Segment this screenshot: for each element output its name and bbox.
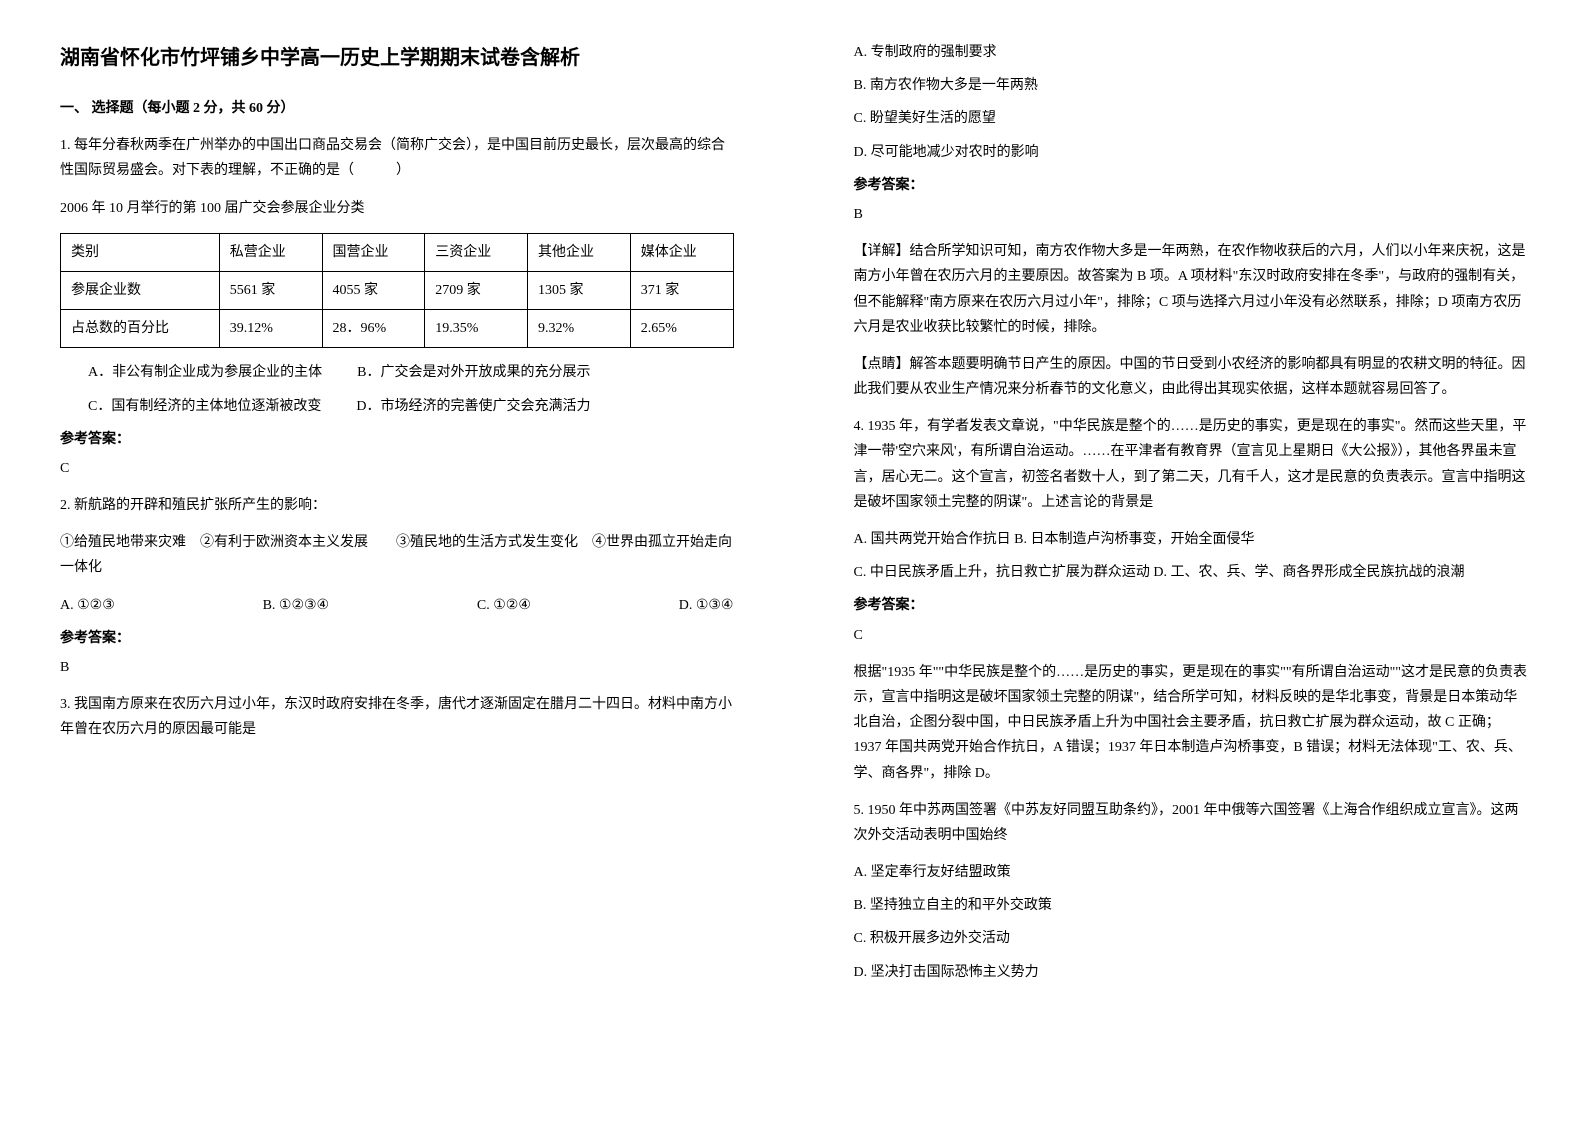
- q5-opt-a: A. 坚定奉行友好结盟政策: [854, 860, 1528, 885]
- table-cell: 三资企业: [425, 233, 528, 271]
- table-cell: 参展企业数: [61, 271, 220, 309]
- q1-answer-label: 参考答案：: [60, 427, 734, 452]
- q4-answer: C: [854, 623, 1528, 648]
- q1-opt-c: C．国有制经济的主体地位逐渐被改变: [88, 399, 321, 414]
- table-row: 占总数的百分比 39.12% 28．96% 19.35% 9.32% 2.65%: [61, 310, 734, 348]
- q2-items: ①给殖民地带来灾难 ②有利于欧洲资本主义发展 ③殖民地的生活方式发生变化 ④世界…: [60, 530, 734, 580]
- table-cell: 2709 家: [425, 271, 528, 309]
- table-row: 参展企业数 5561 家 4055 家 2709 家 1305 家 371 家: [61, 271, 734, 309]
- right-column: A. 专制政府的强制要求 B. 南方农作物大多是一年两熟 C. 盼望美好生活的愿…: [794, 40, 1587, 993]
- q1-table: 类别 私营企业 国营企业 三资企业 其他企业 媒体企业 参展企业数 5561 家…: [60, 233, 734, 349]
- table-cell: 其他企业: [527, 233, 630, 271]
- q1-opt-a: A．非公有制企业成为参展企业的主体: [88, 365, 322, 380]
- q1-table-caption: 2006 年 10 月举行的第 100 届广交会参展企业分类: [60, 196, 734, 221]
- table-cell: 1305 家: [527, 271, 630, 309]
- q4-text: 4. 1935 年，有学者发表文章说，"中华民族是整个的……是历史的事实，更是现…: [854, 414, 1528, 515]
- q2-answer: B: [60, 655, 734, 680]
- q1-text: 1. 每年分春秋两季在广州举办的中国出口商品交易会（简称广交会），是中国目前历史…: [60, 133, 734, 183]
- q5-opt-b: B. 坚持独立自主的和平外交政策: [854, 893, 1528, 918]
- q4-opt-a: A. 国共两党开始合作抗日: [854, 532, 1011, 547]
- q3-opt-a: A. 专制政府的强制要求: [854, 40, 1528, 65]
- q4-opt-b: B. 日本制造卢沟桥事变，开始全面侵华: [1014, 532, 1254, 547]
- q1-options-ab: A．非公有制企业成为参展企业的主体 B．广交会是对外开放成果的充分展示: [60, 360, 734, 385]
- q3-opt-c: C. 盼望美好生活的愿望: [854, 106, 1528, 131]
- q4-explain: 根据"1935 年""中华民族是整个的……是历史的事实，更是现在的事实""有所谓…: [854, 660, 1528, 786]
- q4-answer-label: 参考答案：: [854, 593, 1528, 618]
- q2-answer-label: 参考答案：: [60, 626, 734, 651]
- q1-opt-b: B．广交会是对外开放成果的充分展示: [357, 365, 590, 380]
- table-cell: 28．96%: [322, 310, 425, 348]
- q5-text: 5. 1950 年中苏两国签署《中苏友好同盟互助条约》，2001 年中俄等六国签…: [854, 798, 1528, 848]
- q2-opt-a: A. ①②③: [60, 593, 115, 618]
- q2-opt-b: B. ①②③④: [263, 593, 330, 618]
- q3-opt-d: D. 尽可能地减少对农时的影响: [854, 140, 1528, 165]
- table-cell: 4055 家: [322, 271, 425, 309]
- q2-text: 2. 新航路的开辟和殖民扩张所产生的影响：: [60, 493, 734, 518]
- table-cell: 5561 家: [219, 271, 322, 309]
- q3-answer-label: 参考答案：: [854, 173, 1528, 198]
- q2-opt-c: C. ①②④: [477, 593, 531, 618]
- table-cell: 类别: [61, 233, 220, 271]
- table-cell: 占总数的百分比: [61, 310, 220, 348]
- table-header-row: 类别 私营企业 国营企业 三资企业 其他企业 媒体企业: [61, 233, 734, 271]
- q1-opt-d: D．市场经济的完善使广交会充满活力: [356, 399, 590, 414]
- left-column: 湖南省怀化市竹坪铺乡中学高一历史上学期期末试卷含解析 一、 选择题（每小题 2 …: [0, 40, 794, 993]
- q2-opt-d: D. ①③④: [679, 593, 734, 618]
- q4-opt-d: D. 工、农、兵、学、商各界形成全民族抗战的浪潮: [1153, 565, 1464, 580]
- table-cell: 私营企业: [219, 233, 322, 271]
- q1-options-cd: C．国有制经济的主体地位逐渐被改变 D．市场经济的完善使广交会充满活力: [60, 394, 734, 419]
- table-cell: 19.35%: [425, 310, 528, 348]
- q1-answer: C: [60, 456, 734, 481]
- q3-explain1: 【详解】结合所学知识可知，南方农作物大多是一年两熟，在农作物收获后的六月，人们以…: [854, 239, 1528, 340]
- q3-explain2: 【点睛】解答本题要明确节日产生的原因。中国的节日受到小农经济的影响都具有明显的农…: [854, 352, 1528, 402]
- document-title: 湖南省怀化市竹坪铺乡中学高一历史上学期期末试卷含解析: [60, 40, 734, 76]
- table-cell: 9.32%: [527, 310, 630, 348]
- q2-options: A. ①②③ B. ①②③④ C. ①②④ D. ①③④: [60, 593, 734, 618]
- table-cell: 39.12%: [219, 310, 322, 348]
- q5-opt-d: D. 坚决打击国际恐怖主义势力: [854, 960, 1528, 985]
- table-cell: 371 家: [630, 271, 733, 309]
- q3-answer: B: [854, 202, 1528, 227]
- q4-options-ab: A. 国共两党开始合作抗日 B. 日本制造卢沟桥事变，开始全面侵华: [854, 527, 1528, 552]
- q4-options-cd: C. 中日民族矛盾上升，抗日救亡扩展为群众运动 D. 工、农、兵、学、商各界形成…: [854, 560, 1528, 585]
- section-header: 一、 选择题（每小题 2 分，共 60 分）: [60, 96, 734, 121]
- q3-text: 3. 我国南方原来在农历六月过小年，东汉时政府安排在冬季，唐代才逐渐固定在腊月二…: [60, 692, 734, 742]
- table-cell: 2.65%: [630, 310, 733, 348]
- table-cell: 国营企业: [322, 233, 425, 271]
- q3-opt-b: B. 南方农作物大多是一年两熟: [854, 73, 1528, 98]
- q5-opt-c: C. 积极开展多边外交活动: [854, 926, 1528, 951]
- table-cell: 媒体企业: [630, 233, 733, 271]
- q4-opt-c: C. 中日民族矛盾上升，抗日救亡扩展为群众运动: [854, 565, 1150, 580]
